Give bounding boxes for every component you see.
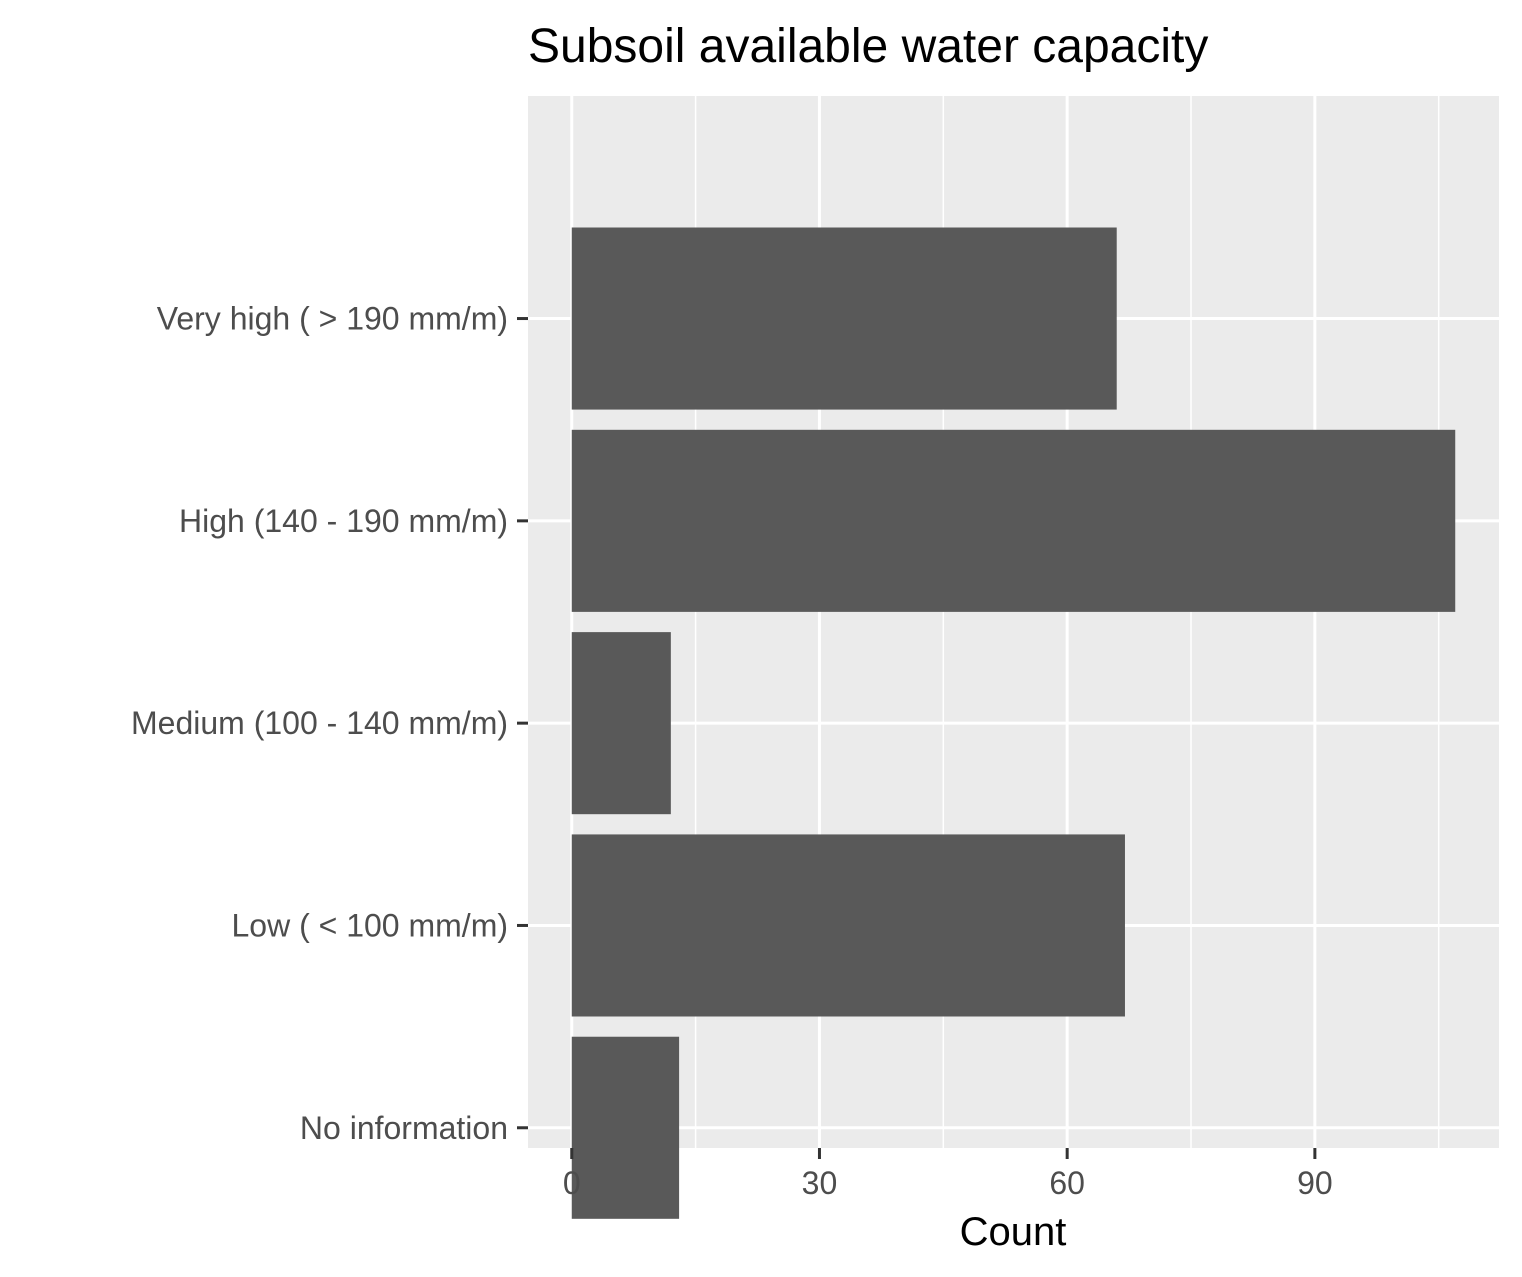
x-tick-label: 0 <box>563 1165 581 1201</box>
bars <box>571 227 1456 1219</box>
bar <box>571 1036 680 1219</box>
y-tick-label: Low ( < 100 mm/m) <box>231 907 508 943</box>
bar <box>571 632 671 815</box>
bar <box>571 429 1456 612</box>
x-axis: 0 30 60 90 <box>563 1148 1333 1201</box>
y-axis: Very high ( > 190 mm/m) High (140 - 190 m… <box>131 301 528 1146</box>
x-tick-label: 30 <box>802 1165 838 1201</box>
y-tick-label: High (140 - 190 mm/m) <box>179 503 508 539</box>
chart-title: Subsoil available water capacity <box>528 20 1208 73</box>
x-axis-title: Count <box>960 1210 1067 1254</box>
y-tick-label: Very high ( > 190 mm/m) <box>157 301 508 337</box>
x-tick-label: 90 <box>1297 1165 1333 1201</box>
x-tick-label: 60 <box>1049 1165 1085 1201</box>
y-tick-label: No information <box>300 1110 508 1146</box>
bar <box>571 227 1117 410</box>
y-tick-label: Medium (100 - 140 mm/m) <box>131 705 508 741</box>
bar <box>571 834 1125 1017</box>
